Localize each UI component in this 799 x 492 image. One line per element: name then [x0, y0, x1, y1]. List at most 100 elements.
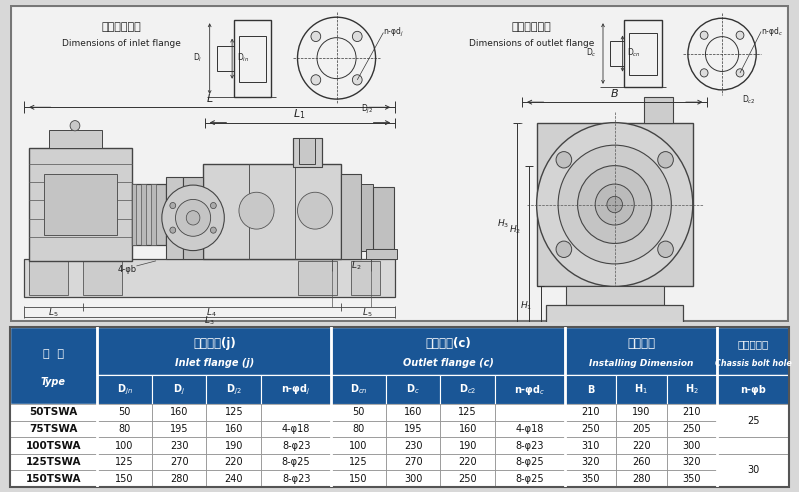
Text: D$_{in}$: D$_{in}$	[237, 52, 249, 64]
Text: 150: 150	[349, 474, 368, 484]
Text: 8-φ25: 8-φ25	[516, 474, 544, 484]
Text: 型  号: 型 号	[43, 349, 64, 359]
Text: 350: 350	[682, 474, 702, 484]
Text: 100TSWA: 100TSWA	[26, 440, 81, 451]
Circle shape	[658, 241, 674, 257]
Text: L: L	[207, 94, 213, 104]
Text: 210: 210	[582, 407, 600, 417]
Bar	[10, 421, 97, 437]
Text: 30: 30	[747, 465, 760, 475]
Text: 190: 190	[632, 407, 650, 417]
Bar	[386, 375, 440, 404]
Text: 195: 195	[404, 424, 423, 434]
Bar	[97, 404, 152, 421]
Circle shape	[186, 211, 200, 225]
Bar	[352, 261, 380, 295]
Text: L$_1$: L$_1$	[293, 108, 306, 122]
Text: 80: 80	[118, 424, 131, 434]
Text: 160: 160	[459, 424, 477, 434]
Circle shape	[170, 227, 176, 233]
Bar	[206, 421, 261, 437]
Bar	[152, 470, 206, 487]
Bar	[666, 404, 718, 421]
Bar	[10, 404, 97, 421]
Bar	[616, 470, 666, 487]
Text: L$_5$: L$_5$	[363, 307, 373, 319]
Circle shape	[239, 192, 274, 229]
Text: 125: 125	[225, 407, 243, 417]
Text: H$_3$: H$_3$	[497, 218, 509, 230]
Bar	[152, 421, 206, 437]
Text: H$_1$: H$_1$	[520, 300, 533, 312]
Text: D$_{c2}$: D$_{c2}$	[741, 94, 755, 106]
Bar	[10, 454, 97, 470]
Bar	[332, 375, 386, 404]
Bar	[332, 437, 386, 454]
Bar	[547, 305, 683, 325]
Circle shape	[537, 123, 693, 286]
Text: 320: 320	[582, 457, 600, 467]
Bar	[718, 421, 789, 437]
Bar	[261, 437, 332, 454]
Bar	[332, 454, 386, 470]
Text: 230: 230	[404, 440, 423, 451]
Text: 125: 125	[115, 457, 134, 467]
Bar	[495, 375, 565, 404]
Circle shape	[578, 166, 652, 244]
Bar	[616, 454, 666, 470]
Bar	[183, 184, 193, 250]
Text: 270: 270	[403, 457, 423, 467]
Bar	[386, 437, 440, 454]
Bar	[132, 184, 137, 246]
Text: D$_{jn}$: D$_{jn}$	[117, 382, 133, 397]
Bar	[495, 454, 565, 470]
Bar	[718, 437, 789, 454]
Bar	[300, 138, 315, 163]
Circle shape	[210, 227, 217, 233]
Circle shape	[700, 69, 708, 77]
Bar	[522, 325, 707, 346]
Circle shape	[352, 31, 362, 41]
Bar	[152, 404, 206, 421]
Text: 250: 250	[682, 424, 702, 434]
Text: 350: 350	[582, 474, 600, 484]
Bar	[616, 421, 666, 437]
Bar	[537, 346, 693, 402]
Bar	[97, 327, 332, 375]
Text: 50TSWA: 50TSWA	[30, 407, 78, 417]
Bar	[386, 421, 440, 437]
Text: 150: 150	[115, 474, 134, 484]
Bar	[565, 470, 616, 487]
Bar	[718, 327, 789, 375]
Bar	[44, 174, 117, 235]
Bar	[332, 470, 386, 487]
Bar	[565, 375, 616, 404]
Text: Inlet flange (j): Inlet flange (j)	[175, 358, 254, 368]
Bar	[206, 454, 261, 470]
Text: 160: 160	[170, 407, 189, 417]
Bar	[386, 404, 440, 421]
Bar	[97, 470, 152, 487]
Bar	[495, 421, 565, 437]
Bar	[97, 437, 152, 454]
Bar	[83, 261, 121, 295]
Bar	[718, 375, 789, 404]
Bar	[616, 375, 666, 404]
Text: 205: 205	[632, 424, 650, 434]
Circle shape	[210, 203, 217, 209]
Bar	[165, 177, 183, 259]
Circle shape	[700, 31, 708, 39]
Bar	[151, 184, 156, 246]
Text: 8-φ23: 8-φ23	[282, 474, 311, 484]
Text: H$_1$: H$_1$	[634, 383, 648, 397]
Text: 100: 100	[349, 440, 368, 451]
Bar	[666, 437, 718, 454]
Bar	[97, 421, 152, 437]
Text: n-φd$_j$: n-φd$_j$	[281, 382, 311, 397]
Bar	[718, 404, 789, 437]
Text: Type: Type	[41, 377, 66, 387]
Bar	[234, 20, 271, 97]
Text: 220: 220	[632, 440, 650, 451]
Text: D$_{j2}$: D$_{j2}$	[361, 103, 373, 116]
Circle shape	[736, 31, 744, 39]
